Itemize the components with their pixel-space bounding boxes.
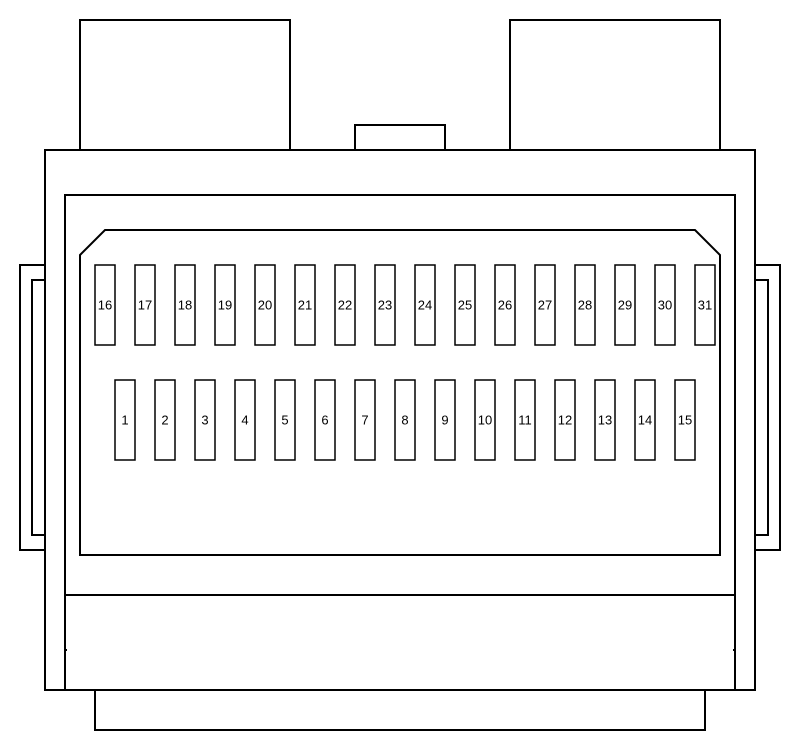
- side-ear-right-inner: [755, 280, 768, 535]
- fuse-top-label-29: 29: [618, 297, 632, 312]
- fuse-top-label-20: 20: [258, 297, 272, 312]
- fuse-top-label-25: 25: [458, 297, 472, 312]
- fuse-bottom-label-15: 15: [678, 412, 692, 427]
- fuse-top-label-27: 27: [538, 297, 552, 312]
- fuse-bottom-label-7: 7: [361, 412, 368, 427]
- fuse-bottom-label-1: 1: [121, 412, 128, 427]
- fuse-top-label-16: 16: [98, 297, 112, 312]
- fuse-bottom-label-3: 3: [201, 412, 208, 427]
- fuse-top-label-21: 21: [298, 297, 312, 312]
- fuse-bottom-label-14: 14: [638, 412, 652, 427]
- fuse-top-label-31: 31: [698, 297, 712, 312]
- fuse-bottom-label-9: 9: [441, 412, 448, 427]
- fuse-bottom-label-12: 12: [558, 412, 572, 427]
- bottom-ledge-wide: [65, 650, 735, 690]
- fuse-top-label-17: 17: [138, 297, 152, 312]
- fuse-bottom-label-5: 5: [281, 412, 288, 427]
- fuse-bottom-label-2: 2: [161, 412, 168, 427]
- fuse-top-label-30: 30: [658, 297, 672, 312]
- fuse-top-label-18: 18: [178, 297, 192, 312]
- fuse-bottom-label-4: 4: [241, 412, 248, 427]
- fuse-top-label-28: 28: [578, 297, 592, 312]
- bottom-ledge-narrow: [95, 690, 705, 730]
- fuse-box-diagram: 1617181920212223242526272829303112345678…: [0, 0, 800, 755]
- fuse-top-label-19: 19: [218, 297, 232, 312]
- fuse-bottom-label-13: 13: [598, 412, 612, 427]
- fuse-bottom-label-8: 8: [401, 412, 408, 427]
- fuse-top-label-22: 22: [338, 297, 352, 312]
- top-connector-right: [510, 20, 720, 150]
- fuse-bottom-label-11: 11: [518, 412, 532, 427]
- fuse-top-label-24: 24: [418, 297, 432, 312]
- top-connector-left: [80, 20, 290, 150]
- fuse-bottom-label-6: 6: [321, 412, 328, 427]
- fuse-bottom-label-10: 10: [478, 412, 492, 427]
- side-ear-left-inner: [32, 280, 45, 535]
- fuse-top-label-26: 26: [498, 297, 512, 312]
- diagram-svg: 1617181920212223242526272829303112345678…: [0, 0, 800, 755]
- fuse-top-label-23: 23: [378, 297, 392, 312]
